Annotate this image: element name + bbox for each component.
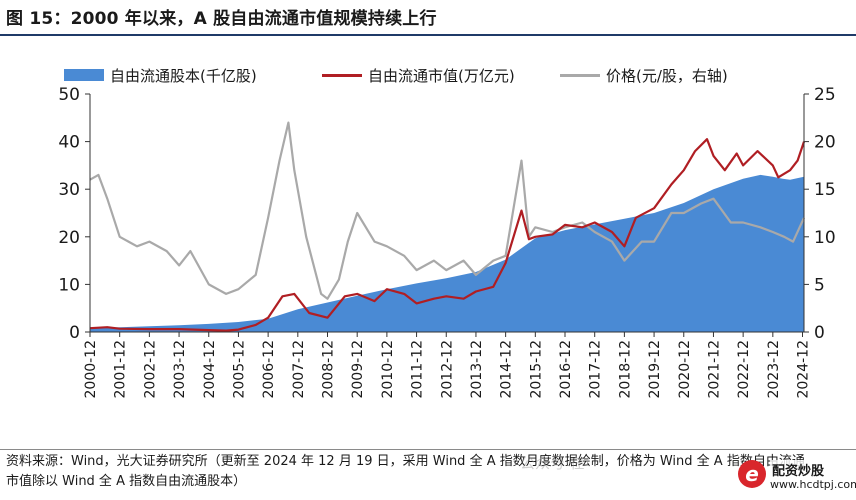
title-rule xyxy=(0,34,856,36)
x-tick-label: 2014-12 xyxy=(499,340,515,399)
y-right-tick-label: 5 xyxy=(814,275,825,295)
x-tick-label: 2007-12 xyxy=(291,340,307,399)
x-tick-label: 2017-12 xyxy=(588,340,604,399)
footer-rule xyxy=(0,449,856,450)
x-tick-label: 2021-12 xyxy=(706,340,722,399)
x-tick-label: 2008-12 xyxy=(321,340,337,399)
legend-item-price: 价格(元/股，右轴) xyxy=(560,64,728,86)
x-tick-label: 2020-12 xyxy=(677,340,693,399)
x-tick-label: 2005-12 xyxy=(231,340,247,399)
y-right-tick-label: 20 xyxy=(814,133,836,153)
legend-swatch-area xyxy=(64,69,104,81)
x-tick-label: 2015-12 xyxy=(528,340,544,399)
x-tick-label: 2009-12 xyxy=(350,340,366,399)
y-left-tick-label: 40 xyxy=(58,133,80,153)
x-tick-label: 2001-12 xyxy=(113,340,129,399)
x-tick-label: 2002-12 xyxy=(142,340,158,399)
legend-label-shares: 自由流通股本(千亿股) xyxy=(110,66,257,85)
x-tick-label: 2016-12 xyxy=(558,340,574,399)
series-area-free-float-shares xyxy=(90,174,804,332)
series-line-market-cap xyxy=(89,138,806,332)
x-tick-label: 2023-12 xyxy=(766,340,782,399)
x-tick-label: 2006-12 xyxy=(261,340,277,399)
x-tick-label: 2012-12 xyxy=(439,340,455,399)
x-tick-label: 2004-12 xyxy=(202,340,218,399)
logo-badge-icon: e xyxy=(738,460,766,488)
legend-item-mktcap: 自由流通市值(万亿元) xyxy=(322,64,515,86)
y-right-tick-label: 0 xyxy=(814,323,825,343)
x-tick-label: 2024-12 xyxy=(796,340,812,399)
y-left-tick-label: 0 xyxy=(69,323,80,343)
x-tick-label: 2000-12 xyxy=(83,340,99,399)
source-note: 资料来源：Wind，光大证券研究所（更新至 2024 年 12 月 19 日，采… xyxy=(6,454,805,489)
site-logo: e 配资炒股 www.hcdtpj.com xyxy=(738,458,856,498)
y-left-tick-label: 20 xyxy=(58,228,80,248)
x-tick-label: 2011-12 xyxy=(410,340,426,399)
legend-swatch-mktcap xyxy=(322,73,362,77)
y-left-tick-label: 50 xyxy=(58,85,80,105)
x-tick-label: 2010-12 xyxy=(380,340,396,399)
x-tick-label: 2003-12 xyxy=(172,340,188,399)
logo-name: 配资炒股 xyxy=(770,460,827,479)
series-line-price xyxy=(89,121,806,300)
chart-plot: 0 10 20 30 40 50 0 5 10 15 20 25 2000-12 2001-12 2002-… xyxy=(58,85,836,399)
legend-label-price: 价格(元/股，右轴) xyxy=(606,66,728,85)
logo-url: www.hcdtpj.com xyxy=(770,478,856,491)
y-left-tick-label: 10 xyxy=(58,275,80,295)
chart-legend: 自由流通股本(千亿股) 自由流通市值(万亿元) 价格(元/股，右轴) xyxy=(0,64,856,86)
figure-title: 图 15：2000 年以来，A 股自由流通市值规模持续上行 xyxy=(6,9,437,29)
y-right-tick-label: 25 xyxy=(814,85,836,105)
y-left-tick-label: 30 xyxy=(58,180,80,200)
legend-swatch-price xyxy=(560,73,600,77)
x-tick-label: 2013-12 xyxy=(469,340,485,399)
x-tick-label: 2018-12 xyxy=(617,340,633,399)
y-right-tick-label: 15 xyxy=(814,180,836,200)
legend-label-mktcap: 自由流通市值(万亿元) xyxy=(368,66,515,85)
x-tick-label: 2022-12 xyxy=(736,340,752,399)
x-tick-label: 2019-12 xyxy=(647,340,663,399)
watermark: 公众号·在 xyxy=(520,454,585,472)
y-right-tick-label: 10 xyxy=(814,228,836,248)
legend-item-shares: 自由流通股本(千亿股) xyxy=(64,64,257,86)
